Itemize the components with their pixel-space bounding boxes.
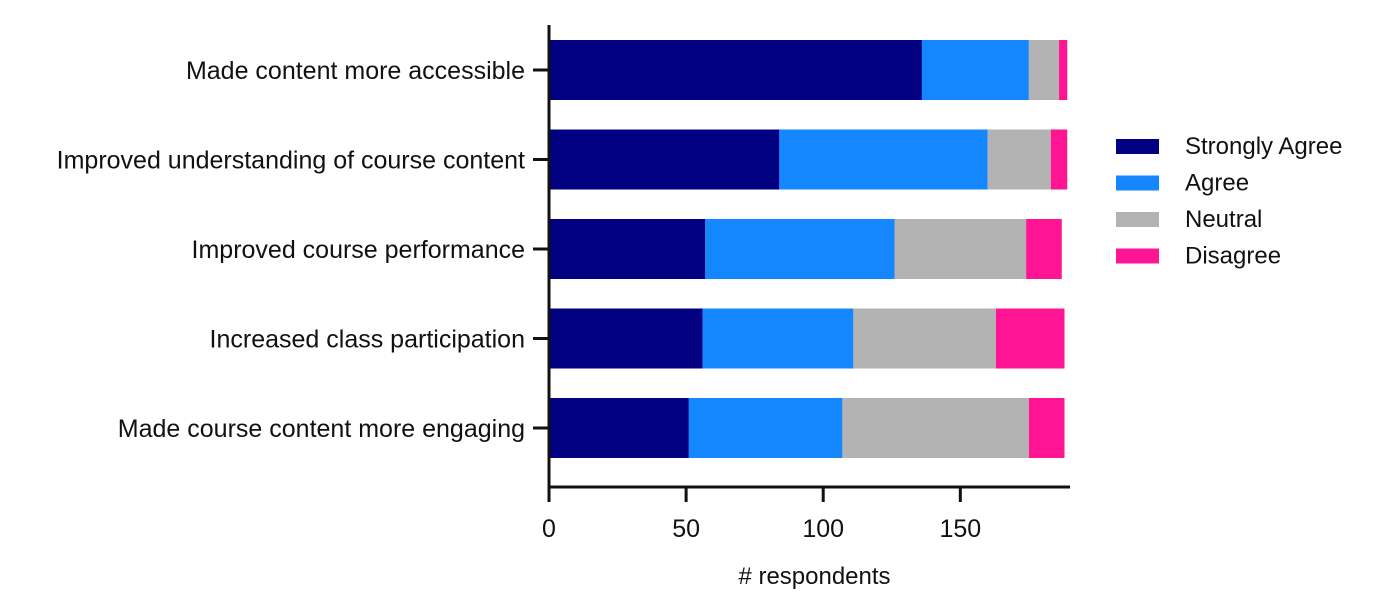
bars-layer xyxy=(549,40,1068,458)
legend-label-disagree: Disagree xyxy=(1185,243,1281,270)
axes-layer xyxy=(533,25,1070,502)
bar-disagree-2 xyxy=(1050,129,1068,190)
x-axis-title: # respondents xyxy=(738,563,890,590)
labels-layer: Made content more accessible Improved und… xyxy=(57,57,982,590)
legend-swatch-agree xyxy=(1116,175,1159,191)
bar-neutral-3 xyxy=(894,219,1027,279)
bar-strongly-agree-1 xyxy=(549,40,922,100)
bar-disagree-1 xyxy=(1059,40,1068,100)
category-label: Made course content more engaging xyxy=(118,415,525,443)
bar-strongly-agree-5 xyxy=(549,398,689,458)
legend-label-agree: Agree xyxy=(1185,170,1249,197)
legend-swatch-strongly-agree xyxy=(1116,139,1159,154)
bar-neutral-5 xyxy=(842,398,1029,458)
x-tick-label: 100 xyxy=(802,515,844,543)
category-label: Made content more accessible xyxy=(186,57,525,85)
bar-agree-4 xyxy=(702,308,854,369)
bar-agree-5 xyxy=(688,398,843,458)
bar-agree-3 xyxy=(705,219,895,279)
bar-disagree-3 xyxy=(1026,219,1062,279)
category-label: Increased class participation xyxy=(210,326,525,354)
x-tick-label: 0 xyxy=(542,515,556,543)
bar-neutral-4 xyxy=(853,308,996,369)
legend-label-strongly-agree: Strongly Agree xyxy=(1185,133,1342,160)
bar-neutral-2 xyxy=(987,129,1051,190)
x-tick-label: 150 xyxy=(939,515,981,543)
legend-swatch-neutral xyxy=(1116,212,1159,227)
bar-agree-2 xyxy=(779,129,988,190)
bar-disagree-5 xyxy=(1028,398,1065,458)
category-label: Improved understanding of course content xyxy=(57,147,525,175)
legend-label-neutral: Neutral xyxy=(1185,206,1262,233)
bar-neutral-1 xyxy=(1028,40,1060,100)
legend-swatch-disagree xyxy=(1116,248,1159,264)
bar-strongly-agree-4 xyxy=(549,308,703,369)
category-label: Improved course performance xyxy=(192,236,525,264)
bar-disagree-4 xyxy=(995,308,1065,369)
legend: Strongly Agree Agree Neutral Disagree xyxy=(1116,133,1342,270)
x-tick-label: 50 xyxy=(672,515,700,543)
bar-strongly-agree-3 xyxy=(549,219,706,279)
bar-strongly-agree-2 xyxy=(549,129,780,190)
bar-agree-1 xyxy=(921,40,1029,100)
